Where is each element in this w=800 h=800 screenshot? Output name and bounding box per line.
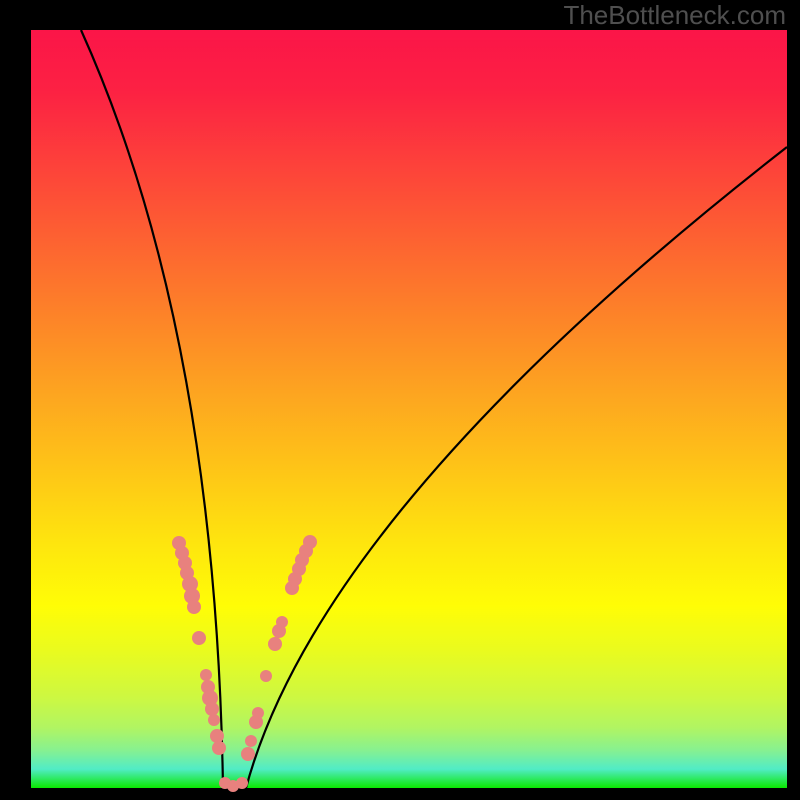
curve-right-branch: [246, 147, 787, 788]
data-marker: [208, 714, 220, 726]
data-marker: [276, 616, 288, 628]
plot-area: [31, 30, 787, 788]
canvas: TheBottleneck.com: [0, 0, 800, 800]
v-curve: [31, 30, 787, 788]
data-marker: [187, 600, 201, 614]
data-marker: [192, 631, 206, 645]
data-marker: [245, 735, 257, 747]
data-marker: [303, 535, 317, 549]
data-marker: [236, 777, 248, 789]
data-marker: [212, 741, 226, 755]
data-marker: [252, 707, 264, 719]
data-marker: [268, 637, 282, 651]
data-marker: [260, 670, 272, 682]
data-marker: [241, 747, 255, 761]
watermark-text: TheBottleneck.com: [563, 0, 786, 31]
